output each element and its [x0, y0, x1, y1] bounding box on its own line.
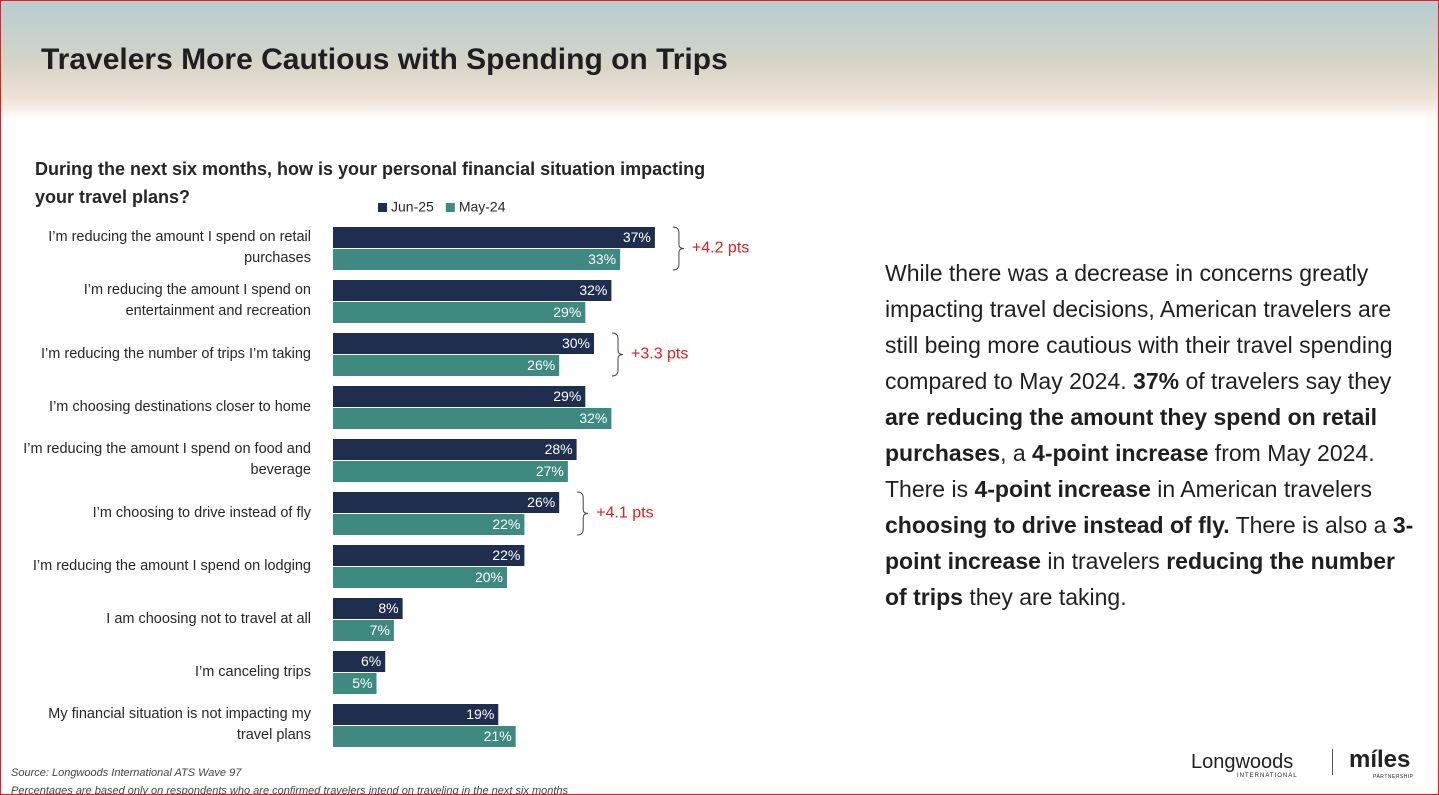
bar: [333, 545, 525, 566]
annotation: +3.3 pts: [631, 346, 688, 363]
value-label: 30%: [562, 335, 590, 351]
bar: [333, 249, 621, 270]
summary-run: While there was a decrease in concerns g…: [885, 260, 1393, 394]
value-label: 19%: [466, 706, 494, 722]
summary-run: from May 2024. There is: [885, 440, 1375, 502]
value-label: 27%: [536, 463, 564, 479]
category-label: I am choosing not to travel at all: [106, 610, 311, 627]
value-label: 29%: [553, 388, 581, 404]
bar: [333, 408, 612, 429]
bar: [333, 673, 377, 694]
value-label: 29%: [553, 304, 581, 320]
category-label: I’m reducing the number of trips I’m tak…: [41, 345, 311, 362]
category-label: My financial situation is not impacting …: [48, 706, 311, 743]
value-label: 37%: [623, 229, 651, 245]
value-label: 21%: [484, 728, 512, 744]
category-label: I’m reducing the amount I spend on retai…: [48, 229, 311, 266]
summary-bold: reducing the number of trips: [885, 548, 1395, 610]
category-label: I’m canceling trips: [194, 663, 311, 680]
value-label: 33%: [588, 251, 616, 267]
bar: [333, 567, 507, 588]
annotation: +4.2 pts: [692, 240, 749, 257]
summary-bold: 4-point increase: [974, 476, 1151, 502]
bracket: [611, 332, 624, 377]
legend-label: May-24: [459, 199, 506, 215]
bar: [333, 492, 560, 513]
bar: [333, 355, 560, 376]
bar: [333, 704, 499, 725]
bar: [333, 302, 586, 323]
bar: [333, 514, 525, 535]
legend-swatch: [378, 203, 387, 212]
category-label: I’m reducing the amount I spend on lodgi…: [32, 557, 311, 574]
summary-bold: 37%: [1133, 368, 1180, 394]
summary-bold: 4-point increase: [1032, 440, 1209, 466]
summary-run: of travelers say they: [1179, 368, 1392, 394]
summary-bold: 3-point increase: [885, 512, 1414, 574]
chart-title: During the next six months, how is your …: [35, 159, 706, 207]
category-label: I’m reducing the amount I spend on food …: [23, 441, 311, 478]
value-label: 26%: [527, 494, 555, 510]
bar: [333, 280, 612, 301]
bar: [333, 439, 577, 460]
value-label: 6%: [361, 653, 381, 669]
category-label: I’m reducing the amount I spend on enter…: [83, 282, 311, 319]
value-label: 20%: [475, 569, 503, 585]
bar: [333, 461, 568, 482]
category-label: I’m choosing to drive instead of fly: [92, 504, 311, 521]
annotation: +4.1 pts: [596, 505, 653, 522]
value-label: 22%: [492, 516, 520, 532]
source-note: Source: Longwoods International ATS Wave…: [11, 767, 242, 779]
summary-bold: choosing to drive instead of fly.: [885, 512, 1230, 538]
value-label: 7%: [370, 622, 390, 638]
logo-miles: míles: [1349, 746, 1411, 773]
bar: [333, 598, 403, 619]
legend-label: Jun-25: [391, 199, 434, 215]
header-band: [1, 1, 1438, 119]
value-label: 32%: [579, 410, 607, 426]
bracket: [577, 491, 589, 536]
slide-title: Travelers More Cautious with Spending on…: [41, 43, 728, 76]
bar: [333, 227, 655, 248]
summary-bold: are reducing the amount they spend on re…: [885, 404, 1378, 466]
category-label: I’m choosing destinations closer to home: [49, 398, 311, 415]
bracket: [672, 226, 684, 271]
legend-swatch: [445, 203, 455, 212]
summary-run: they are taking.: [962, 584, 1127, 610]
value-label: 8%: [378, 600, 398, 616]
summary-run: There is also a: [1229, 512, 1393, 538]
logo-longwoods-sub: INTERNATIONAL: [1237, 773, 1298, 779]
logo-miles-sub: PARTNERSHIP: [1373, 774, 1414, 780]
summary-run: , a: [1000, 440, 1033, 466]
value-label: 28%: [545, 441, 573, 457]
bar: [333, 333, 594, 354]
summary-run: in American travelers: [1150, 476, 1373, 502]
value-label: 26%: [527, 357, 555, 373]
bar: [333, 651, 386, 672]
bar: [333, 386, 586, 407]
logo-divider: [1332, 749, 1333, 775]
value-label: 32%: [579, 282, 607, 298]
summary-text: While there was a decrease in concerns g…: [885, 255, 1415, 615]
value-label: 22%: [492, 547, 520, 563]
footnote: Percentages are based only on respondent…: [11, 785, 569, 795]
bar: [333, 726, 516, 747]
bar: [333, 620, 394, 641]
logo-longwoods: Longwoods: [1191, 751, 1294, 773]
value-label: 5%: [352, 675, 372, 691]
summary-run: in travelers: [1040, 548, 1167, 574]
